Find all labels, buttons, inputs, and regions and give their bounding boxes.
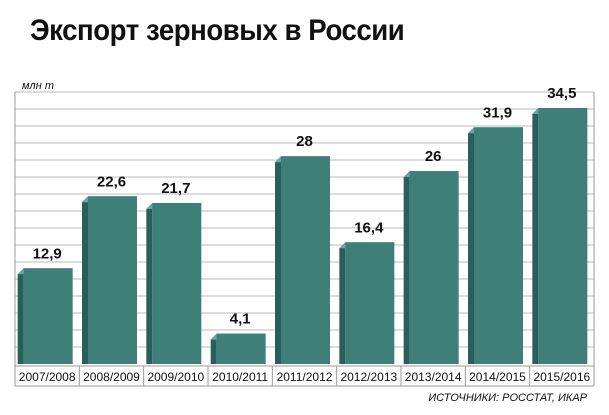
bar [532, 108, 588, 364]
bar-front-face [281, 156, 330, 364]
category-label: 2015/2016 [533, 370, 590, 384]
value-label: 12,9 [33, 245, 62, 262]
chart-frame [14, 92, 595, 387]
bar [17, 268, 73, 364]
bar-front-face [216, 333, 266, 364]
value-label: 26 [425, 148, 442, 165]
source-note: ИСТОЧНИКИ: РОССТАТ, ИКАР [428, 392, 587, 404]
category-label: 2007/2008 [19, 370, 76, 384]
value-labels: 12,9 22,6 21,7 4,1 28 16,4 26 31,9 34,5 [33, 85, 577, 328]
category-labels: 2007/2008 2008/2009 2009/2010 2010/2011 2011… [19, 370, 591, 384]
chart-title: Экспорт зерновых в России [30, 14, 405, 47]
bar-front-face [474, 127, 523, 364]
bar-front-face [345, 242, 395, 364]
category-label: 2008/2009 [83, 370, 140, 384]
bar-side-face [210, 333, 217, 364]
value-label: 31,9 [483, 104, 512, 121]
bar-side-face [403, 171, 410, 364]
bar-side-face [82, 196, 88, 364]
category-label: 2009/2010 [147, 370, 204, 384]
bar [82, 196, 137, 364]
bar [339, 242, 395, 364]
bar-side-face [532, 108, 539, 364]
category-label: 2013/2014 [405, 370, 462, 384]
value-label: 22,6 [97, 173, 126, 190]
bar-side-face [146, 202, 153, 364]
bar-front-face [152, 202, 202, 364]
bar-side-face [468, 127, 474, 364]
value-label: 28 [296, 133, 313, 150]
value-label: 34,5 [547, 85, 576, 102]
bar-side-face [275, 156, 281, 364]
bar [403, 171, 459, 364]
value-label: 4,1 [230, 311, 251, 328]
bar-side-face [339, 242, 346, 364]
bar-front-face [409, 171, 459, 364]
value-label: 21,7 [161, 180, 190, 197]
bar [275, 156, 330, 364]
bar-side-face [17, 268, 24, 364]
bar [468, 127, 523, 364]
bar-front-face [88, 196, 137, 364]
bar [210, 333, 266, 364]
bar-front-face [538, 108, 588, 364]
bar [146, 202, 202, 364]
category-label: 2011/2012 [277, 370, 333, 384]
bar-front-face [23, 268, 73, 364]
category-label: 2010/2011 [212, 370, 268, 384]
bars [17, 108, 588, 364]
value-label: 16,4 [354, 219, 384, 236]
category-label: 2012/2013 [340, 370, 397, 384]
y-axis-unit-label: млн т [22, 80, 55, 92]
category-label: 2014/2015 [469, 370, 526, 384]
